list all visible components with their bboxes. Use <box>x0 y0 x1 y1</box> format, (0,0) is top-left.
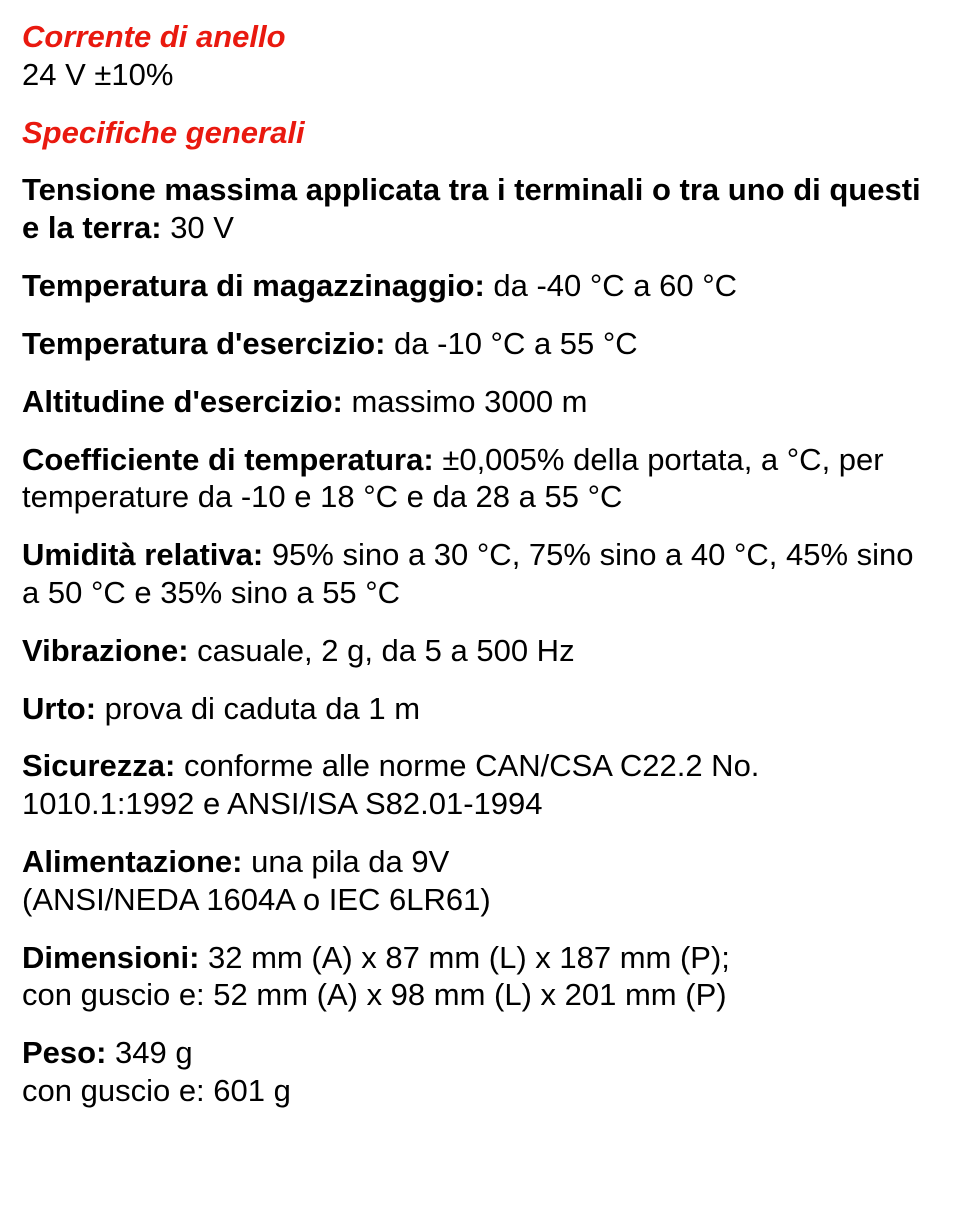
spec-value: da -10 °C a 55 °C <box>385 326 637 361</box>
spec-value: 30 V <box>162 210 234 245</box>
spec-label: Temperatura d'esercizio: <box>22 326 385 361</box>
spec-value: una pila da 9V <box>242 844 449 879</box>
spec-label: Sicurezza: <box>22 748 175 783</box>
spec-value: 32 mm (A) x 87 mm (L) x 187 mm (P); <box>199 940 730 975</box>
spec-umid: Umidità relativa: 95% sino a 30 °C, 75% … <box>22 536 938 612</box>
spec-value: massimo 3000 m <box>343 384 588 419</box>
spec-temp-mag: Temperatura di magazzinaggio: da -40 °C … <box>22 267 938 305</box>
spec-temp-es: Temperatura d'esercizio: da -10 °C a 55 … <box>22 325 938 363</box>
spec-dim: Dimensioni: 32 mm (A) x 87 mm (L) x 187 … <box>22 939 938 1015</box>
corrente-value: 24 V ±10% <box>22 56 938 94</box>
spec-coeff: Coefficiente di temperatura: ±0,005% del… <box>22 441 938 517</box>
spec-value: prova di caduta da 1 m <box>96 691 420 726</box>
spec-value: 349 g <box>106 1035 192 1070</box>
spec-label: Peso: <box>22 1035 106 1070</box>
spec-value: casuale, 2 g, da 5 a 500 Hz <box>189 633 575 668</box>
section-title-specifiche: Specifiche generali <box>22 114 938 152</box>
spec-label: Umidità relativa: <box>22 537 263 572</box>
spec-value: da -40 °C a 60 °C <box>485 268 737 303</box>
spec-label: Coefficiente di temperatura: <box>22 442 434 477</box>
spec-peso: Peso: 349 g con guscio e: 601 g <box>22 1034 938 1110</box>
spec-label: Tensione massima applicata tra i termina… <box>22 172 921 245</box>
spec-value-line2: con guscio e: 52 mm (A) x 98 mm (L) x 20… <box>22 977 727 1012</box>
spec-label: Alimentazione: <box>22 844 242 879</box>
spec-label: Altitudine d'esercizio: <box>22 384 343 419</box>
spec-value-line2: (ANSI/NEDA 1604A o IEC 6LR61) <box>22 882 491 917</box>
section-title-corrente: Corrente di anello <box>22 18 938 56</box>
spec-sic: Sicurezza: conforme alle norme CAN/CSA C… <box>22 747 938 823</box>
spec-label: Vibrazione: <box>22 633 189 668</box>
spec-tensione: Tensione massima applicata tra i termina… <box>22 171 938 247</box>
spec-alim: Alimentazione: una pila da 9V (ANSI/NEDA… <box>22 843 938 919</box>
spec-vibr: Vibrazione: casuale, 2 g, da 5 a 500 Hz <box>22 632 938 670</box>
spec-value-line2: con guscio e: 601 g <box>22 1073 291 1108</box>
spec-label: Dimensioni: <box>22 940 199 975</box>
spec-alt: Altitudine d'esercizio: massimo 3000 m <box>22 383 938 421</box>
spec-label: Urto: <box>22 691 96 726</box>
spec-label: Temperatura di magazzinaggio: <box>22 268 485 303</box>
spec-urto: Urto: prova di caduta da 1 m <box>22 690 938 728</box>
